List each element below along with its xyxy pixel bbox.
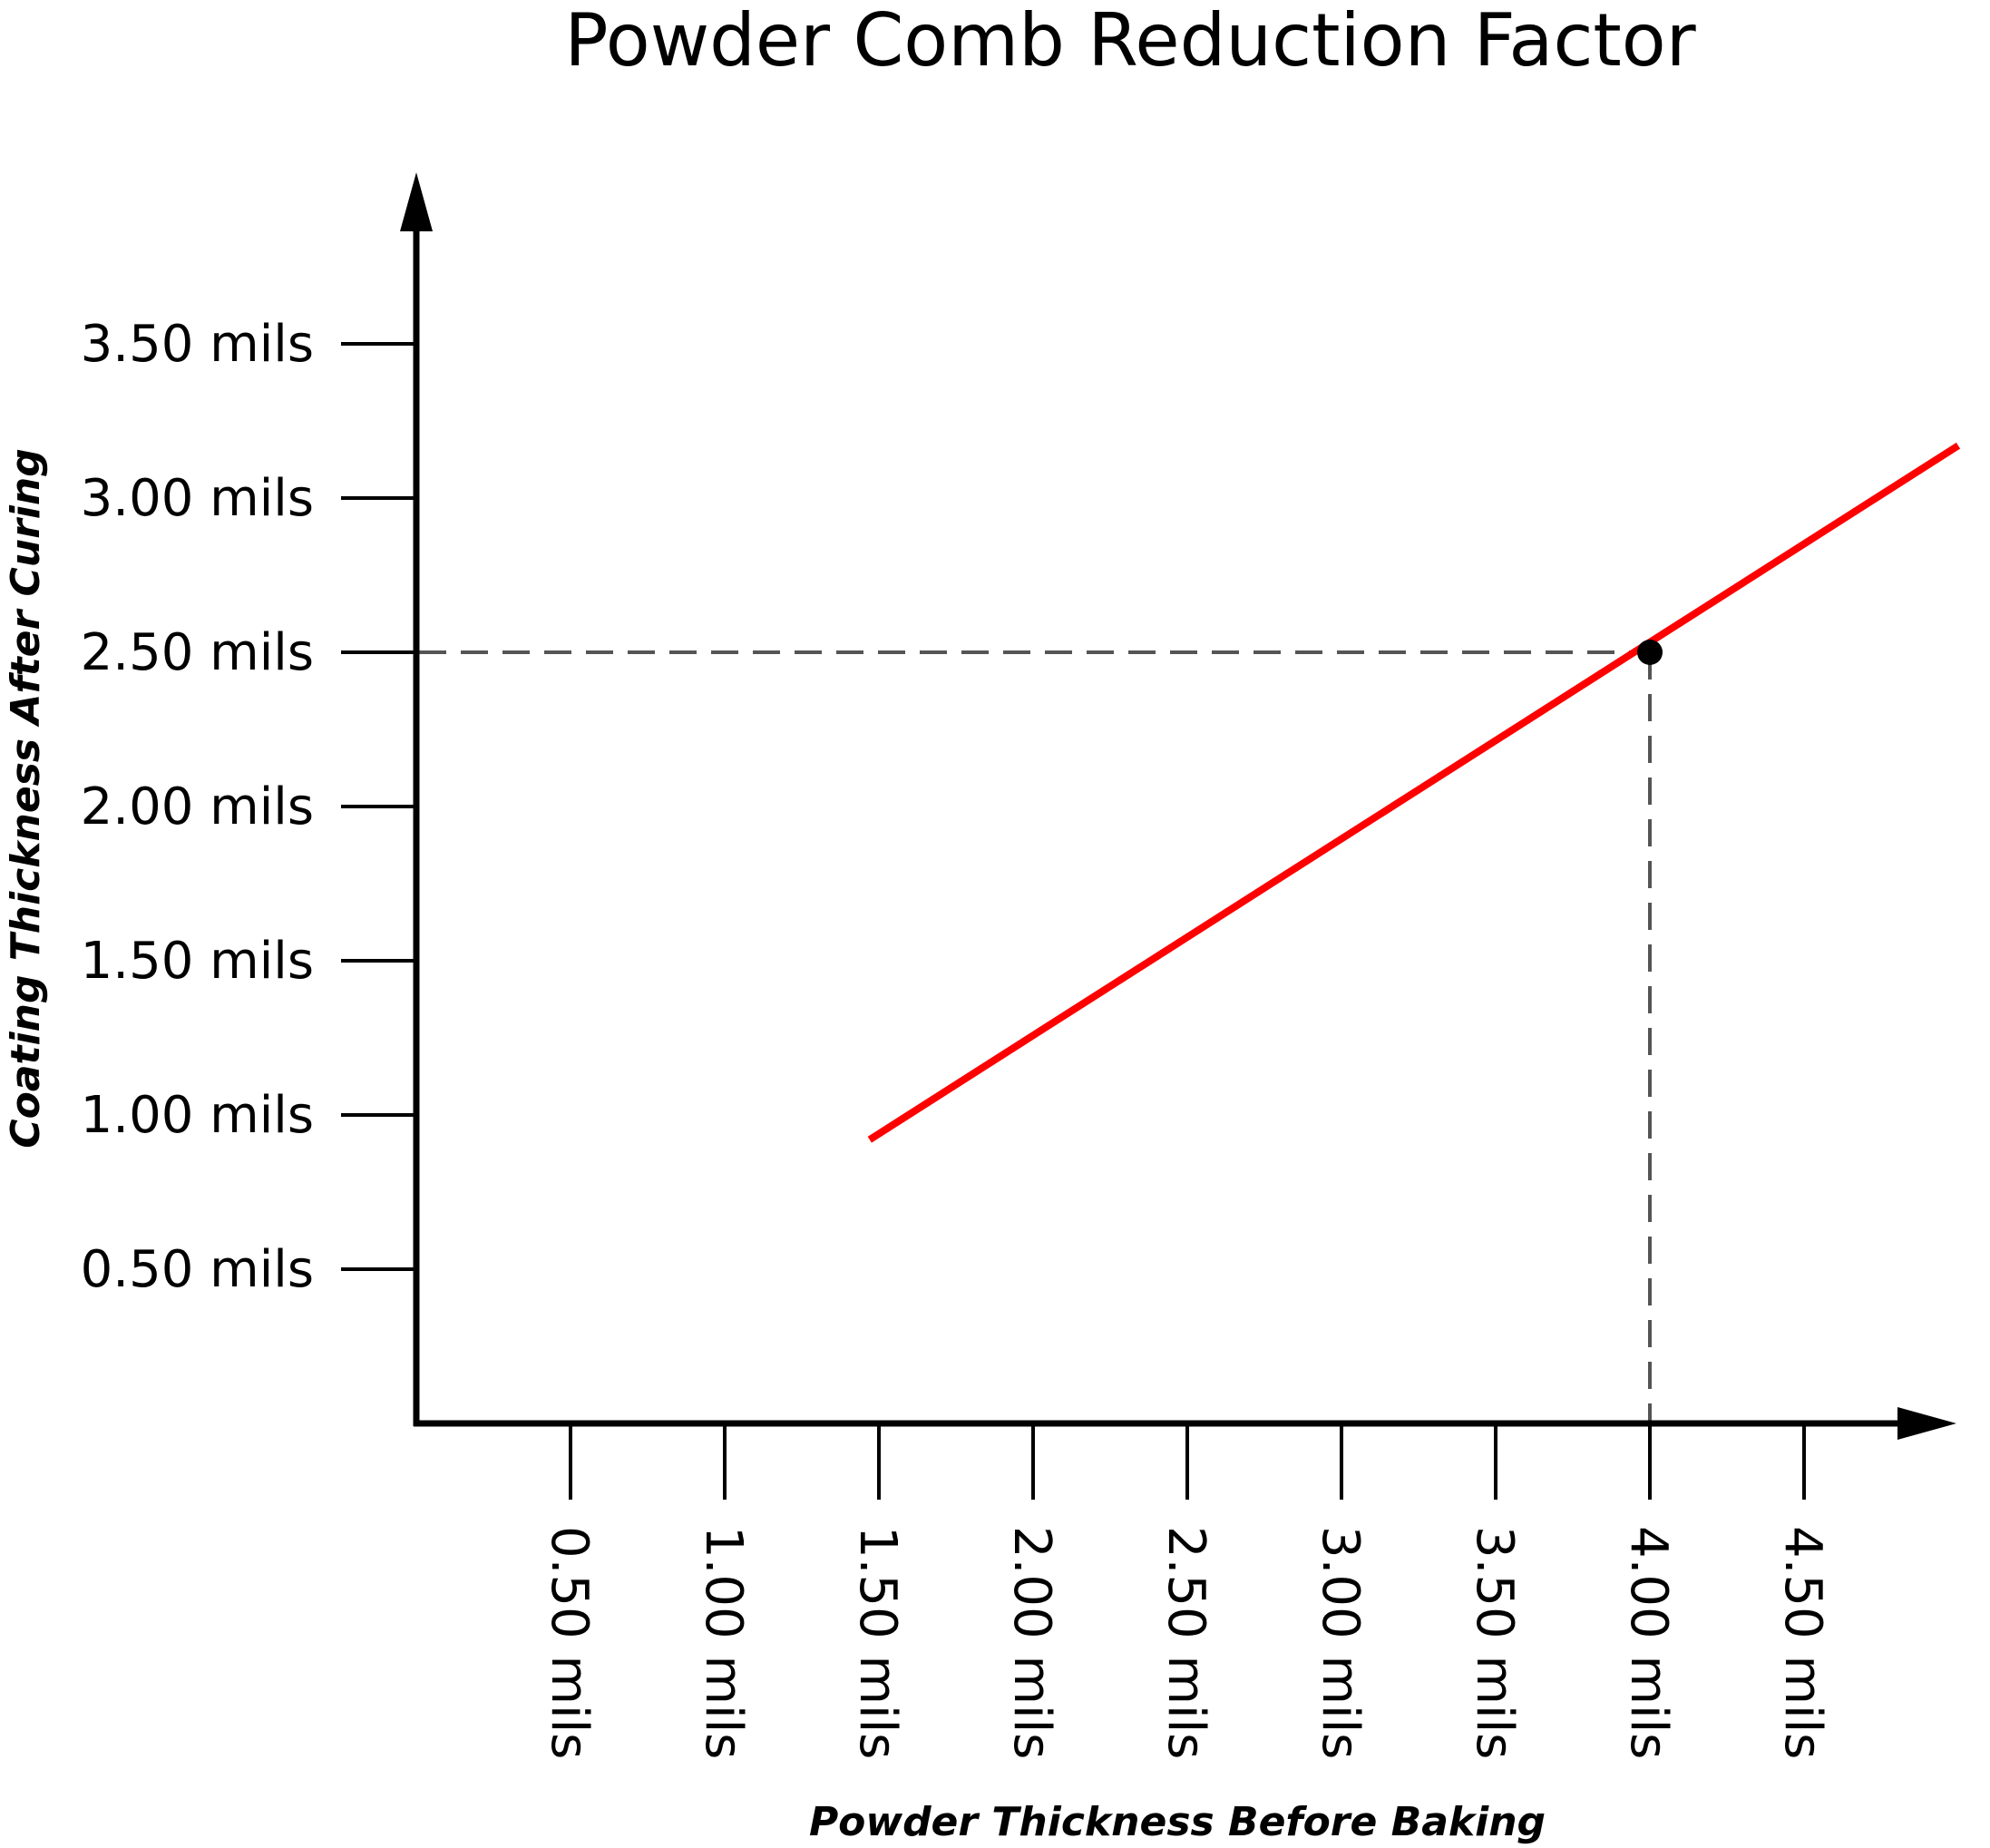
y-axis-arrow (400, 172, 433, 231)
x-tick-label: 2.50 mils (1156, 1526, 1215, 1759)
series-layer (867, 442, 1961, 1143)
y-ticks: 0.50 mils 1.00 mils 1.50 mils 2.00 mils 2.50… (81, 315, 414, 1299)
x-tick-label: 2.00 mils (1002, 1526, 1061, 1759)
series-line (867, 442, 1961, 1143)
chart-title: Powder Comb Reduction Factor (564, 0, 1695, 83)
x-tick-label: 3.00 mils (1311, 1526, 1370, 1759)
x-tick-label: 4.50 mils (1773, 1526, 1832, 1759)
y-tick-label: 2.00 mils (81, 777, 314, 836)
y-tick-label: 1.50 mils (81, 932, 314, 991)
y-tick-label: 0.50 mils (81, 1240, 314, 1299)
x-tick-label: 3.50 mils (1465, 1526, 1524, 1759)
highlight-guides (419, 650, 1652, 1421)
x-ticks: 0.50 mils 1.00 mils 1.50 mils 2.00 mils 2.50… (540, 1426, 1832, 1759)
y-tick-label: 3.50 mils (81, 315, 314, 374)
y-axis-label: Coating Thickness After Curing (3, 448, 49, 1148)
x-tick-label: 1.00 mils (694, 1526, 753, 1759)
y-tick-label: 1.00 mils (81, 1086, 314, 1145)
x-axis-label: Powder Thickness Before Baking (809, 1799, 1546, 1845)
y-tick-label: 3.00 mils (81, 469, 314, 528)
x-axis-arrow (1897, 1407, 1956, 1440)
axes (400, 172, 1956, 1440)
y-tick-label: 2.50 mils (81, 623, 314, 682)
x-tick-label: 0.50 mils (540, 1526, 599, 1759)
x-tick-label: 1.50 mils (848, 1526, 907, 1759)
x-tick-label: 4.00 mils (1619, 1526, 1678, 1759)
highlight-point (1637, 640, 1663, 665)
highlight-layer (1637, 640, 1663, 665)
